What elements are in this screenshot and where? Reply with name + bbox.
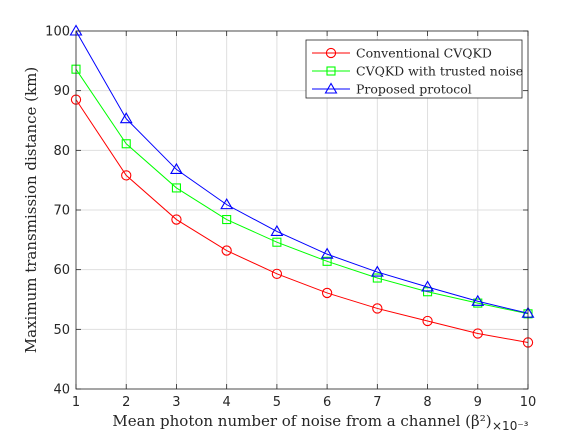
x-tick-label: 6 — [323, 395, 331, 410]
data-point — [169, 162, 183, 174]
y-tick-label: 80 — [53, 144, 70, 159]
data-point — [171, 183, 181, 193]
data-point — [320, 247, 334, 259]
x-axis-label: Mean photon number of noise from a chann… — [112, 412, 491, 430]
legend-label: Proposed protocol — [356, 82, 472, 97]
series-line — [75, 30, 529, 314]
data-point — [472, 328, 483, 339]
legend-marker — [326, 66, 336, 76]
y-tick-label: 40 — [53, 383, 70, 398]
data-point — [121, 139, 131, 149]
data-point — [221, 245, 232, 256]
y-tick-label: 90 — [53, 84, 70, 99]
y-axis-label: Maximum transmission distance (km) — [22, 67, 40, 353]
legend-entry: Proposed protocol — [312, 82, 472, 97]
legend-entry: Conventional CVQKD — [312, 46, 492, 61]
series-layer — [69, 24, 535, 348]
x-tick-label: 9 — [474, 395, 482, 410]
legend-marker — [324, 82, 338, 94]
x-axis-multiplier: ×10⁻³ — [492, 419, 529, 433]
data-point — [272, 237, 282, 247]
data-point — [370, 265, 384, 277]
ticks: 1 2 3 4 5 6 7 8 9 10 40 50 60 70 80 90 100 — [45, 25, 536, 411]
data-point — [471, 294, 485, 306]
data-point — [321, 287, 333, 299]
data-point — [119, 112, 133, 124]
series-3 — [69, 24, 535, 318]
x-tick-label: 10 — [520, 395, 537, 410]
legend: Conventional CVQKD CVQKD with trusted noi… — [305, 39, 523, 99]
legend-label: Conventional CVQKD — [356, 46, 492, 61]
data-point — [270, 224, 284, 237]
y-tick-label: 100 — [45, 25, 70, 40]
x-tick-label: 4 — [223, 395, 231, 410]
x-tick-label: 5 — [273, 395, 281, 410]
x-tick-label: 1 — [72, 395, 80, 410]
data-point — [422, 315, 433, 327]
data-point — [271, 268, 283, 279]
data-point — [322, 256, 332, 266]
data-point — [423, 287, 433, 297]
data-point — [372, 303, 383, 314]
legend-entry: CVQKD with trusted noise — [312, 64, 523, 79]
data-point — [421, 280, 435, 292]
x-tick-label: 7 — [373, 395, 381, 410]
series-line — [75, 68, 529, 315]
legend-marker — [325, 47, 337, 59]
legend-box — [305, 39, 523, 99]
x-tick-label: 3 — [172, 395, 180, 410]
y-tick-label: 50 — [53, 323, 70, 338]
series-line — [75, 99, 529, 343]
legend-label: CVQKD with trusted noise — [356, 64, 523, 79]
y-tick-label: 60 — [53, 263, 70, 278]
data-point — [121, 170, 132, 181]
x-tick-label: 2 — [122, 395, 130, 410]
data-point — [171, 214, 182, 225]
series-1 — [70, 94, 534, 348]
y-tick-label: 70 — [53, 204, 70, 219]
data-point — [220, 198, 234, 210]
data-point — [222, 214, 232, 225]
data-point — [372, 273, 382, 283]
x-tick-label: 8 — [423, 395, 431, 410]
